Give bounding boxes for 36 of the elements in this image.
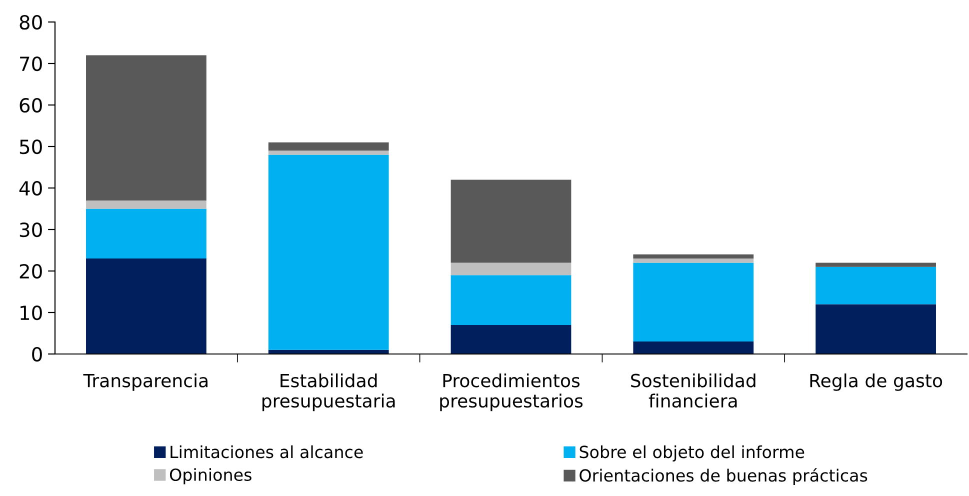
bar [633,258,754,263]
bar [268,154,389,350]
bar [633,262,754,342]
y-tick-label: 50 [20,139,42,154]
legend-label: Orientaciones de buenas prácticas [580,468,868,485]
x-tick-label: Regla de gasto [810,373,942,391]
x-tick-label: Estabilidad presupuestaria [262,373,395,412]
bar [86,200,206,209]
bar [450,324,572,354]
x-tick-label: Procedimientos presupuestarios [440,373,583,412]
bar [86,208,206,259]
y-tick-label: 20 [20,264,42,279]
bar [816,262,936,267]
y-tick-label: 80 [20,14,42,30]
bar [86,258,206,354]
y-tick-label: 30 [20,222,42,238]
legend-label: Opiniones [170,468,252,484]
y-tick-label: 0 [32,346,42,362]
y-tick-label: 40 [19,180,42,196]
y-tick-label: 70 [20,56,42,72]
x-tick-label: Sostenibilidad financiera [631,373,756,408]
bar [450,275,572,325]
legend-label: Limitaciones al alcance [170,445,363,458]
bar [633,342,754,354]
bar [816,304,936,354]
bar [633,254,754,259]
bar [450,262,572,276]
bar [268,150,389,155]
y-tick-label: 10 [20,305,42,320]
y-tick-label: 60 [20,98,42,113]
bar [450,180,572,263]
bar [268,142,389,151]
bar [86,55,206,200]
legend-label: Sobre el objeto del informe [580,445,804,462]
bar [816,266,936,304]
x-tick-label: Transparencia [83,373,208,391]
